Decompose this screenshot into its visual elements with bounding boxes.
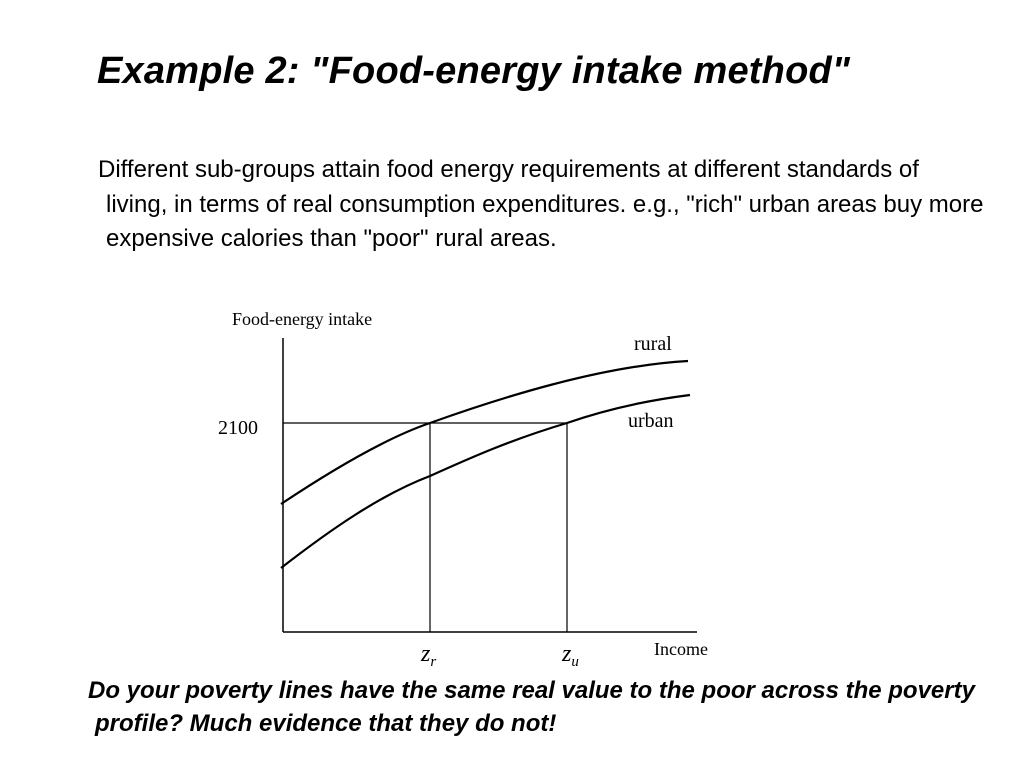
zr-label-base: z — [420, 641, 431, 667]
urban-curve-label: urban — [628, 410, 674, 432]
slide-footer-question: Do your poverty lines have the same real… — [88, 677, 975, 737]
rural-curve-label: rural — [634, 333, 672, 355]
rural-curve — [280, 359, 689, 505]
zu-label-subscript: u — [571, 654, 579, 670]
y-axis-label: Food-energy intake — [232, 309, 372, 329]
urban-curve — [280, 393, 691, 569]
zr-label: zr — [420, 641, 436, 670]
zu-label: zu — [561, 641, 579, 670]
zr-label-subscript: r — [430, 654, 436, 670]
x-axis-label: Income — [654, 639, 708, 659]
slide-body-text: Different sub-groups attain food energy … — [98, 156, 984, 252]
slide-title: Example 2: "Food-energy intake method" — [97, 50, 851, 92]
threshold-label: 2100 — [218, 417, 258, 439]
zu-label-base: z — [561, 641, 572, 667]
